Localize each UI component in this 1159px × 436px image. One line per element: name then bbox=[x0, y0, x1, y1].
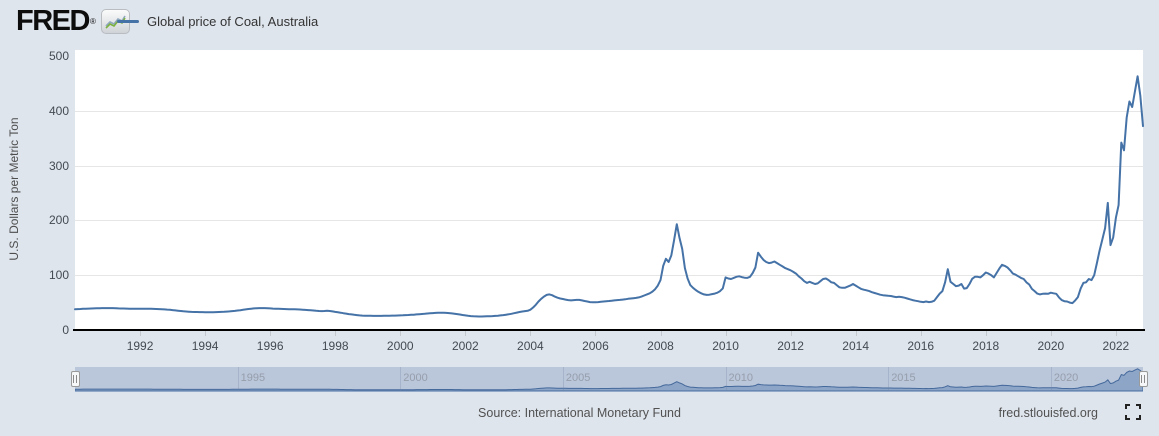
nav-gridline bbox=[400, 367, 402, 391]
nav-gridline bbox=[237, 367, 239, 391]
x-tick-label: 2010 bbox=[712, 339, 739, 353]
x-tick-label: 1996 bbox=[256, 339, 284, 353]
fullscreen-button[interactable] bbox=[1125, 404, 1141, 420]
y-tick-label: 100 bbox=[48, 268, 69, 283]
range-handle-left[interactable] bbox=[70, 371, 80, 387]
x-tick-label: 2008 bbox=[647, 339, 674, 353]
x-tick-mark bbox=[205, 331, 207, 336]
nav-year-label: 1995 bbox=[240, 372, 266, 384]
y-tick-label: 300 bbox=[48, 158, 69, 173]
x-tick-mark bbox=[985, 331, 987, 336]
nav-gridline bbox=[562, 367, 564, 391]
y-axis-title: U.S. Dollars per Metric Ton bbox=[7, 116, 21, 261]
x-tick-label: 2018 bbox=[972, 339, 1000, 353]
fred-logo[interactable]: FRED ® bbox=[16, 5, 130, 37]
x-tick-label: 1992 bbox=[126, 339, 154, 353]
x-tick-mark bbox=[595, 331, 597, 336]
y-gridline bbox=[75, 275, 1143, 277]
x-tick-label: 2016 bbox=[907, 339, 935, 353]
nav-year-label: 2005 bbox=[565, 372, 591, 384]
x-tick-label: 2000 bbox=[386, 339, 414, 353]
x-tick-label: 1998 bbox=[321, 339, 349, 353]
x-tick-label: 2004 bbox=[517, 339, 544, 353]
chart-legend: Global price of Coal, Australia bbox=[117, 14, 318, 29]
x-tick-mark bbox=[1050, 331, 1052, 336]
x-tick-label: 2006 bbox=[582, 339, 609, 353]
x-tick-mark bbox=[465, 331, 467, 336]
nav-year-label: 2000 bbox=[403, 372, 428, 384]
y-tick-label: 0 bbox=[62, 323, 69, 337]
x-tick-label: 2002 bbox=[451, 339, 479, 353]
y-tick-label: 500 bbox=[48, 49, 69, 63]
legend-line-swatch bbox=[117, 20, 139, 23]
y-gridline bbox=[75, 220, 1143, 222]
x-tick-mark bbox=[920, 331, 922, 336]
y-gridline bbox=[75, 165, 1143, 167]
x-tick-label: 1994 bbox=[191, 339, 219, 353]
range-handle-right[interactable] bbox=[1138, 371, 1148, 387]
source-attribution: Source: International Monetary Fund bbox=[478, 406, 681, 420]
y-tick-label: 200 bbox=[48, 213, 69, 228]
x-tick-label: 2020 bbox=[1037, 339, 1065, 353]
nav-year-label: 2010 bbox=[728, 372, 754, 384]
x-tick-mark bbox=[725, 331, 727, 336]
nav-year-label: 2015 bbox=[891, 372, 916, 384]
nav-year-label: 2020 bbox=[1053, 372, 1079, 384]
registered-trademark: ® bbox=[89, 16, 96, 26]
y-gridline bbox=[75, 110, 1143, 112]
x-tick-label: 2014 bbox=[842, 339, 870, 353]
nav-gridline bbox=[888, 367, 890, 391]
x-tick-mark bbox=[140, 331, 142, 336]
x-tick-mark bbox=[270, 331, 272, 336]
x-tick-mark bbox=[660, 331, 662, 336]
x-tick-mark bbox=[400, 331, 402, 336]
fred-site-link[interactable]: fred.stlouisfed.org bbox=[998, 406, 1098, 420]
x-tick-mark bbox=[530, 331, 532, 336]
range-selector-band[interactable] bbox=[75, 367, 1143, 392]
x-tick-mark bbox=[855, 331, 857, 336]
y-tick-label: 400 bbox=[48, 103, 69, 118]
x-axis-baseline bbox=[73, 329, 1145, 331]
x-tick-label: 2012 bbox=[777, 339, 804, 353]
nav-gridline bbox=[1050, 367, 1052, 391]
x-tick-label: 2022 bbox=[1102, 339, 1130, 353]
x-tick-mark bbox=[1115, 331, 1117, 336]
fred-logo-text: FRED bbox=[16, 5, 90, 37]
x-tick-mark bbox=[335, 331, 337, 336]
plot-area-background bbox=[75, 50, 1143, 329]
nav-gridline bbox=[725, 367, 727, 391]
legend-series-label: Global price of Coal, Australia bbox=[147, 14, 319, 29]
x-tick-mark bbox=[790, 331, 792, 336]
